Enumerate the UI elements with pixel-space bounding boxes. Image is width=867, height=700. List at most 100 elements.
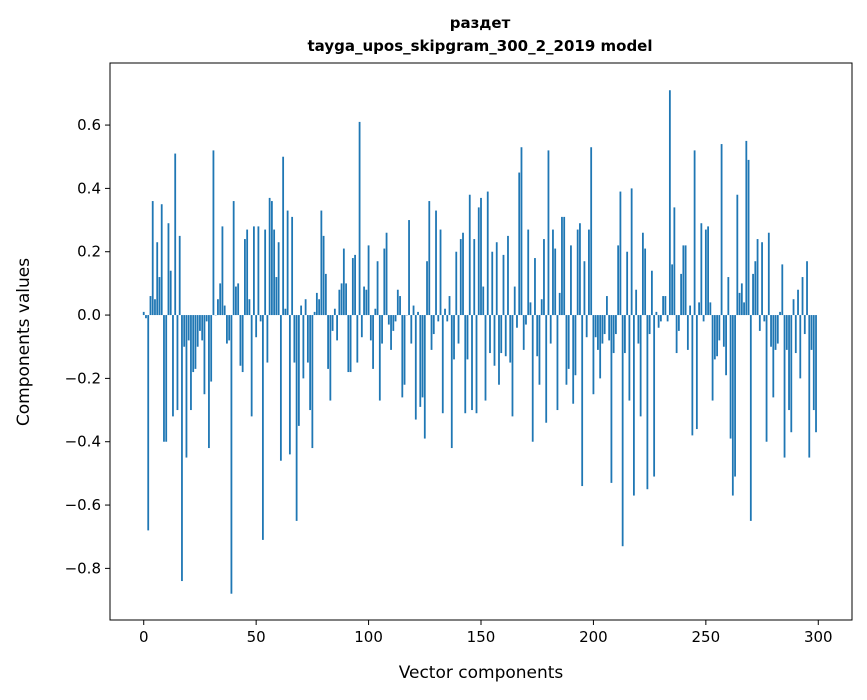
- bar: [703, 315, 705, 321]
- bar: [584, 261, 586, 315]
- bar: [219, 283, 221, 315]
- x-tick-label: 300: [804, 628, 833, 646]
- x-axis-label: Vector components: [399, 663, 564, 683]
- bar: [329, 315, 331, 400]
- bar: [709, 302, 711, 315]
- bar: [273, 230, 275, 315]
- bar: [552, 230, 554, 315]
- bar: [314, 312, 316, 315]
- bar: [392, 315, 394, 331]
- bar: [150, 296, 152, 315]
- bar: [548, 150, 550, 315]
- bar: [237, 283, 239, 315]
- bar: [437, 315, 439, 321]
- bar: [287, 211, 289, 315]
- bar: [633, 315, 635, 495]
- bar: [419, 315, 421, 407]
- bar: [527, 230, 529, 315]
- bar: [588, 230, 590, 315]
- bar: [813, 315, 815, 410]
- bar: [608, 315, 610, 340]
- bar: [696, 315, 698, 429]
- bar: [660, 315, 662, 321]
- bar: [226, 315, 228, 343]
- bar: [228, 315, 230, 340]
- bar: [671, 264, 673, 315]
- bar: [629, 315, 631, 400]
- bar: [759, 315, 761, 331]
- bar: [159, 277, 161, 315]
- bar: [361, 315, 363, 337]
- bar: [512, 315, 514, 416]
- bar: [201, 315, 203, 340]
- bar: [646, 315, 648, 489]
- bar: [356, 315, 358, 362]
- bar: [320, 211, 322, 315]
- x-tick-label: 100: [354, 628, 383, 646]
- bar: [727, 277, 729, 315]
- bar: [790, 315, 792, 432]
- bar: [500, 315, 502, 353]
- bar: [289, 315, 291, 454]
- bar: [413, 306, 415, 315]
- bar: [251, 315, 253, 416]
- bar: [673, 207, 675, 315]
- bar: [689, 306, 691, 315]
- bar: [732, 315, 734, 495]
- bar: [246, 230, 248, 315]
- y-tick-label: 0.2: [77, 243, 101, 261]
- bar: [462, 233, 464, 315]
- bar: [730, 315, 732, 438]
- bar: [435, 211, 437, 315]
- bar: [386, 233, 388, 315]
- bar: [514, 287, 516, 315]
- bar: [284, 309, 286, 315]
- bar: [680, 274, 682, 315]
- bar: [478, 207, 480, 315]
- bar: [213, 150, 215, 315]
- bar: [469, 195, 471, 315]
- bar: [275, 277, 277, 315]
- bar: [395, 315, 397, 321]
- bar: [381, 315, 383, 343]
- bar: [622, 315, 624, 546]
- y-tick-label: −0.6: [65, 496, 101, 514]
- bar: [777, 315, 779, 343]
- bar: [208, 315, 210, 448]
- bar: [617, 245, 619, 315]
- bar: [242, 315, 244, 372]
- bar: [664, 296, 666, 315]
- bar: [291, 217, 293, 315]
- bar: [336, 315, 338, 340]
- bar: [431, 315, 433, 350]
- y-tick-label: 0.0: [77, 306, 101, 324]
- x-tick-label: 0: [139, 628, 149, 646]
- x-tick-label: 150: [467, 628, 496, 646]
- bar: [662, 296, 664, 315]
- bar: [262, 315, 264, 540]
- bar: [712, 315, 714, 400]
- bar: [422, 315, 424, 397]
- bar: [752, 274, 754, 315]
- bar: [363, 287, 365, 315]
- bar: [532, 315, 534, 442]
- bar: [669, 90, 671, 315]
- bar: [599, 315, 601, 378]
- x-tick-label: 250: [692, 628, 721, 646]
- bar: [770, 315, 772, 347]
- bar: [808, 315, 810, 457]
- bar: [325, 274, 327, 315]
- bar: [624, 315, 626, 353]
- bar: [653, 315, 655, 476]
- bar: [224, 306, 226, 315]
- bar: [797, 290, 799, 315]
- bar: [154, 299, 156, 315]
- bar: [802, 277, 804, 315]
- bar: [509, 315, 511, 362]
- bar: [433, 315, 435, 334]
- bar: [667, 315, 669, 321]
- bar: [334, 309, 336, 315]
- bar: [383, 249, 385, 315]
